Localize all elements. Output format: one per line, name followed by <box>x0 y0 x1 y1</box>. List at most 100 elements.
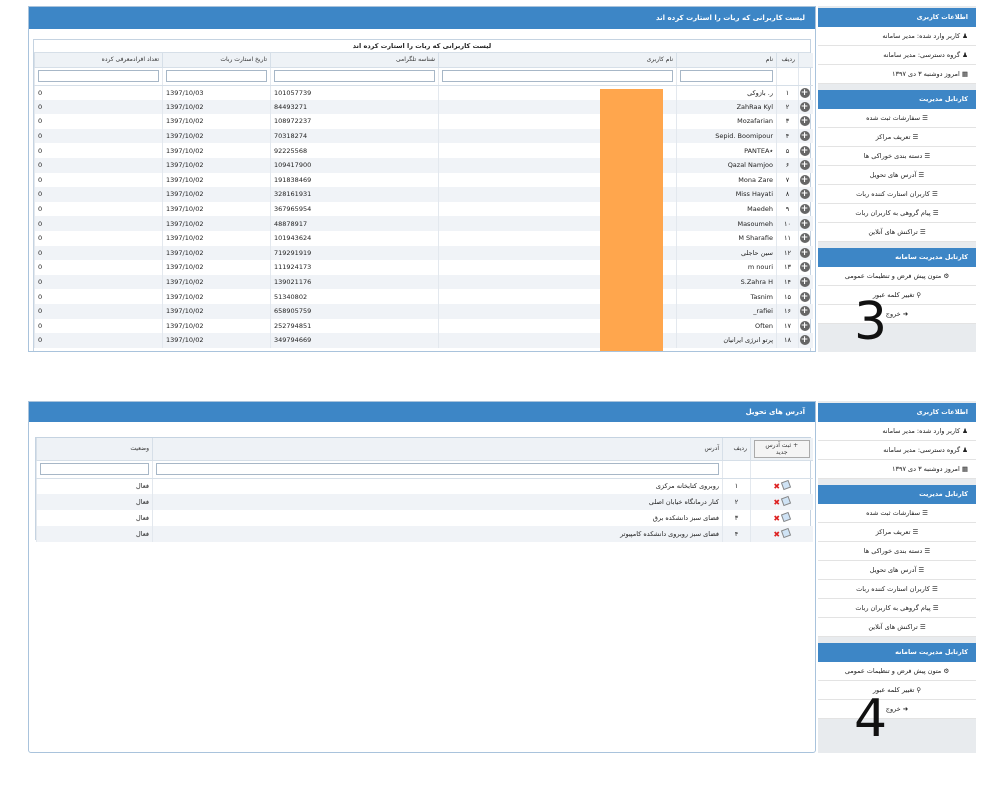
col-header-status[interactable]: وضعیت <box>37 438 153 460</box>
filter-status-input[interactable] <box>40 463 149 475</box>
table-row[interactable]: +۱۵ Tasnim 51340802 1397/10/02 0 <box>35 289 813 304</box>
plus-circle-icon[interactable]: + <box>800 233 810 243</box>
sidebar-admin-item[interactable]: ☰ آدرس های تحویل <box>818 166 976 185</box>
plus-circle-icon[interactable]: + <box>800 160 810 170</box>
table-row[interactable]: +۱۷ Often 252794851 1397/10/02 0 <box>35 319 813 334</box>
table-row[interactable]: ✖ ۱ روبروی کتابخانه مرکزی فعال <box>37 478 813 494</box>
sidebar-system-item[interactable]: ⚙ متون پیش فرض و تنظیمات عمومی <box>818 267 976 286</box>
delete-icon[interactable]: ✖ <box>773 514 780 523</box>
plus-circle-icon[interactable]: + <box>800 175 810 185</box>
plus-circle-icon[interactable]: + <box>800 321 810 331</box>
cell-telegram-id: 349794669 <box>271 333 439 348</box>
sidebar-system-item[interactable]: ➜ خروج <box>818 305 976 324</box>
filter-address-input[interactable] <box>156 463 719 475</box>
sidebar-admin-item[interactable]: ☰ پیام گروهی به کاربران ربات <box>818 599 976 618</box>
edit-icon[interactable] <box>781 496 791 506</box>
plus-circle-icon[interactable]: + <box>800 102 810 112</box>
table-row[interactable]: +۱۸ پرتو انرژی ایرانیان 349794669 1397/10/0… <box>35 333 813 348</box>
table-row[interactable]: ✖ ۳ فضای سبز دانشکده برق فعال <box>37 510 813 526</box>
col-header-start-date[interactable]: تاریخ استارت ربات <box>163 53 271 67</box>
add-address-button[interactable]: + ثبت آدرس جدید <box>754 440 810 458</box>
sidebar-admin-item[interactable]: ☰ تعریف مراکز <box>818 128 976 147</box>
edit-icon[interactable] <box>781 512 791 522</box>
table-row[interactable]: ✖ ۴ فضای سبز روبروی دانشکده کامپیوتر فعال <box>37 526 813 542</box>
plus-circle-icon[interactable]: + <box>800 335 810 345</box>
list-icon: ☰ <box>912 528 918 536</box>
table-row[interactable]: +۱۶ rafiei_ 658905759 1397/10/02 0 <box>35 304 813 319</box>
edit-icon[interactable] <box>781 480 791 490</box>
col-header-address[interactable]: آدرس <box>153 438 723 460</box>
filter-telegram-id-input[interactable] <box>274 70 435 82</box>
col-header-idx[interactable]: ردیف <box>777 53 799 67</box>
sidebar-admin-item[interactable]: ☰ سفارشات ثبت شده <box>818 504 976 523</box>
table-row[interactable]: +۹ Maedeh 367965954 1397/10/02 0 <box>35 202 813 217</box>
sidebar-system-item[interactable]: ➜ خروج <box>818 700 976 719</box>
sidebar-system-item[interactable]: ⚙ متون پیش فرض و تنظیمات عمومی <box>818 662 976 681</box>
cell-idx: ۹ <box>777 202 799 217</box>
col-header-referral-count[interactable]: تعداد افرادمعرفی کرده <box>35 53 163 67</box>
table-row[interactable]: +۱۴ S.Zahra H 139021176 1397/10/02 0 <box>35 275 813 290</box>
plus-circle-icon[interactable]: + <box>800 248 810 258</box>
delete-icon[interactable]: ✖ <box>773 530 780 539</box>
sidebar-admin-item[interactable]: ☰ سفارشات ثبت شده <box>818 109 976 128</box>
sidebar-admin-item[interactable]: ☰ آدرس های تحویل <box>818 561 976 580</box>
delete-icon[interactable]: ✖ <box>773 482 780 491</box>
plus-circle-icon[interactable]: + <box>800 277 810 287</box>
table-row[interactable]: +۵ ٭PANTEA 92225568 1397/10/02 0 <box>35 143 813 158</box>
sidebar-admin-item[interactable]: ☰ تعریف مراکز <box>818 523 976 542</box>
table-row[interactable]: +۱۱ M Sharafie 101943624 1397/10/02 0 <box>35 231 813 246</box>
sidebar-admin-item[interactable]: ☰ تراکنش های آنلاین <box>818 618 976 637</box>
cell-name: Masoumeh <box>677 216 777 231</box>
table-row[interactable]: ✖ ۲ کنار درمانگاه خیابان اصلی فعال <box>37 494 813 510</box>
edit-icon[interactable] <box>781 528 791 538</box>
cell-idx: ۱۸ <box>777 333 799 348</box>
delete-icon[interactable]: ✖ <box>773 498 780 507</box>
table-row[interactable]: +۳ Mozafarian 108972237 1397/10/02 0 <box>35 114 813 129</box>
table-row[interactable]: +۱ ر. بازوکی 101057739 1397/10/03 0 <box>35 85 813 100</box>
sidebar-admin-title: کارتابل مدیریت <box>818 90 976 109</box>
admin-menu: ☰ سفارشات ثبت شده ☰ تعریف مراکز ☰ دسته بند… <box>818 504 976 637</box>
table-row[interactable]: +۸ Miss Hayati 328161931 1397/10/02 0 <box>35 187 813 202</box>
table-row[interactable]: +۶ Qazal Namjoo 109417900 1397/10/02 0 <box>35 158 813 173</box>
col-header-name[interactable]: نام <box>677 53 777 67</box>
table-row[interactable]: +۱۳ m nouri 111924173 1397/10/02 0 <box>35 260 813 275</box>
expand-cell: + <box>799 333 813 348</box>
table-row[interactable]: +۱۰ Masoumeh 48878917 1397/10/02 0 <box>35 216 813 231</box>
sidebar-admin-item[interactable]: ☰ تراکنش های آنلاین <box>818 223 976 242</box>
cell-name: Often <box>677 319 777 334</box>
plus-circle-icon[interactable]: + <box>800 306 810 316</box>
expand-cell: + <box>799 260 813 275</box>
sidebar-admin-item[interactable]: ☰ کاربران استارت کننده ربات <box>818 580 976 599</box>
plus-circle-icon[interactable]: + <box>800 146 810 156</box>
col-header-idx[interactable]: ردیف <box>723 438 751 460</box>
plus-circle-icon[interactable]: + <box>800 292 810 302</box>
table-row[interactable]: +۱۲ سین حاجلی 719291919 1397/10/02 0 <box>35 246 813 261</box>
sidebar-system-item[interactable]: ⚲ تغییر کلمه عبور <box>818 681 976 700</box>
filter-name-input[interactable] <box>680 70 773 82</box>
group-icon: ♟ <box>962 51 968 59</box>
plus-circle-icon[interactable]: + <box>800 189 810 199</box>
col-header-username[interactable]: نام کاربری <box>439 53 677 67</box>
plus-circle-icon[interactable]: + <box>800 131 810 141</box>
filter-cell <box>799 67 813 85</box>
table-row[interactable]: +۴ Sepid. Boomipour 70318274 1397/10/02 0 <box>35 129 813 144</box>
plus-circle-icon[interactable]: + <box>800 262 810 272</box>
plus-circle-icon[interactable]: + <box>800 219 810 229</box>
add-address-label: ثبت آدرس جدید <box>765 442 791 456</box>
filter-count-input[interactable] <box>38 70 159 82</box>
sidebar-system-item[interactable]: ⚲ تغییر کلمه عبور <box>818 286 976 305</box>
filter-date-input[interactable] <box>166 70 267 82</box>
sidebar-admin-item[interactable]: ☰ پیام گروهی به کاربران ربات <box>818 204 976 223</box>
expand-cell: + <box>799 275 813 290</box>
table-row[interactable]: +۲ ZahRaa Kyl 84493271 1397/10/02 0 <box>35 100 813 115</box>
plus-circle-icon[interactable]: + <box>800 88 810 98</box>
plus-circle-icon[interactable]: + <box>800 116 810 126</box>
sidebar-item-label: تراکنش های آنلاین <box>868 623 917 631</box>
table-row[interactable]: +۷ Mona Zare 191838469 1397/10/02 0 <box>35 173 813 188</box>
col-header-telegram-id[interactable]: شناسه تلگرامی <box>271 53 439 67</box>
sidebar-admin-item[interactable]: ☰ کاربران استارت کننده ربات <box>818 185 976 204</box>
sidebar-admin-item[interactable]: ☰ دسته بندی خوراکی ها <box>818 147 976 166</box>
filter-username-input[interactable] <box>442 70 673 82</box>
plus-circle-icon[interactable]: + <box>800 204 810 214</box>
sidebar-admin-item[interactable]: ☰ دسته بندی خوراکی ها <box>818 542 976 561</box>
